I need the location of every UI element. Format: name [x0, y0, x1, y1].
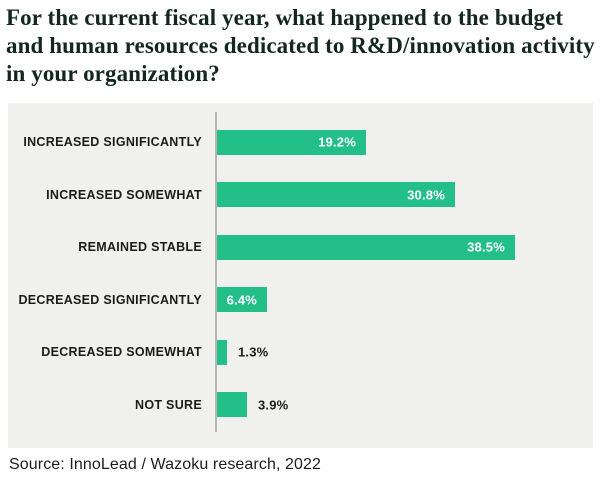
bar	[217, 182, 455, 208]
category-label: DECREASED SOMEWHAT	[41, 345, 202, 360]
bar-track: 3.9%	[217, 392, 593, 418]
bar-track: 6.4%	[217, 287, 593, 313]
bar-row: NOT SURE 3.9%	[8, 379, 593, 432]
bar	[217, 129, 366, 155]
bar-track: 1.3%	[217, 339, 593, 365]
bar	[217, 392, 247, 418]
value-label: 38.5%	[467, 239, 505, 255]
chart-panel: INCREASED SIGNIFICANTLY 19.2% INCREASED …	[8, 103, 593, 448]
bar	[217, 234, 515, 260]
category-label: INCREASED SIGNIFICANTLY	[23, 135, 202, 150]
value-label: 3.9%	[258, 397, 289, 413]
bar-track: 30.8%	[217, 182, 593, 208]
chart-title: For the current fiscal year, what happen…	[6, 4, 596, 88]
bar-row: DECREASED SOMEWHAT 1.3%	[8, 326, 593, 379]
bar-track: 19.2%	[217, 129, 593, 155]
baseline-axis	[215, 112, 217, 432]
bar-track: 38.5%	[217, 234, 593, 260]
bar	[217, 339, 227, 365]
category-label: REMAINED STABLE	[78, 240, 202, 255]
category-label: INCREASED SOMEWHAT	[46, 187, 202, 202]
value-label: 19.2%	[318, 134, 356, 150]
bar-rows: INCREASED SIGNIFICANTLY 19.2% INCREASED …	[8, 116, 593, 431]
bar-row: INCREASED SIGNIFICANTLY 19.2%	[8, 116, 593, 169]
value-label: 30.8%	[407, 187, 445, 203]
chart-title-line-3: in your organization?	[6, 61, 220, 86]
bar	[217, 287, 267, 313]
category-label: NOT SURE	[135, 397, 202, 412]
value-label: 6.4%	[226, 292, 257, 308]
chart-title-line-2: and human resources dedicated to R&D/inn…	[6, 33, 595, 58]
value-label: 1.3%	[238, 344, 269, 360]
chart-title-line-1: For the current fiscal year, what happen…	[6, 5, 564, 30]
source-attribution: Source: InnoLead / Wazoku research, 2022	[9, 456, 322, 473]
bar-row: DECREASED SIGNIFICANTLY 6.4%	[8, 274, 593, 327]
bar-row: INCREASED SOMEWHAT 30.8%	[8, 169, 593, 222]
category-label: DECREASED SIGNIFICANTLY	[18, 292, 202, 307]
bar-row: REMAINED STABLE 38.5%	[8, 221, 593, 274]
